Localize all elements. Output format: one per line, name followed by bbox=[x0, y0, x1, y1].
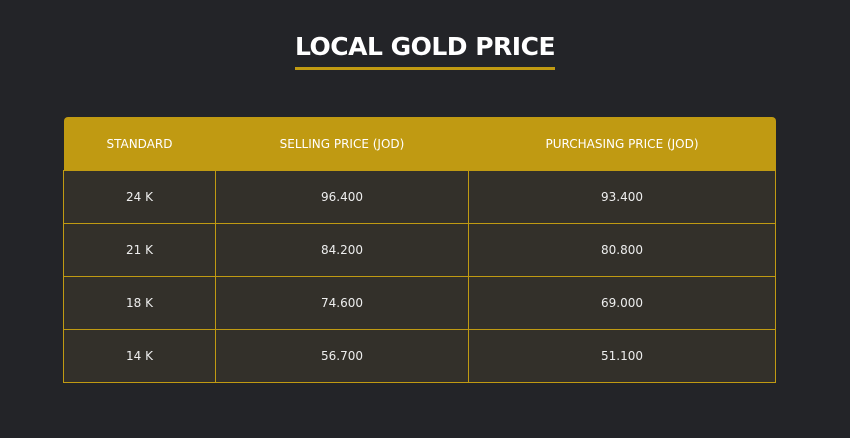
table-row: 18 K 74.600 69.000 bbox=[63, 276, 776, 330]
selling-price-cell: 84.200 bbox=[215, 223, 469, 277]
purchasing-price-cell: 93.400 bbox=[468, 170, 776, 224]
page-title: LOCAL GOLD PRICE bbox=[294, 32, 556, 70]
header-purchasing-price: PURCHASING PRICE (JOD) bbox=[468, 117, 776, 171]
purchasing-price-cell: 80.800 bbox=[468, 223, 776, 277]
table-row: 21 K 84.200 80.800 bbox=[63, 223, 776, 277]
table-header-row: STANDARD SELLING PRICE (JOD) PURCHASING … bbox=[63, 117, 776, 171]
standard-cell: 14 K bbox=[63, 329, 216, 383]
selling-price-cell: 74.600 bbox=[215, 276, 469, 330]
header-standard: STANDARD bbox=[63, 117, 216, 171]
standard-cell: 18 K bbox=[63, 276, 216, 330]
page-title-wrap: LOCAL GOLD PRICE bbox=[0, 32, 850, 70]
standard-cell: 21 K bbox=[63, 223, 216, 277]
table-row: 14 K 56.700 51.100 bbox=[63, 329, 776, 383]
standard-cell: 24 K bbox=[63, 170, 216, 224]
gold-price-table: STANDARD SELLING PRICE (JOD) PURCHASING … bbox=[63, 117, 776, 383]
table-row: 24 K 96.400 93.400 bbox=[63, 170, 776, 224]
purchasing-price-cell: 69.000 bbox=[468, 276, 776, 330]
selling-price-cell: 96.400 bbox=[215, 170, 469, 224]
purchasing-price-cell: 51.100 bbox=[468, 329, 776, 383]
header-selling-price: SELLING PRICE (JOD) bbox=[215, 117, 469, 171]
selling-price-cell: 56.700 bbox=[215, 329, 469, 383]
